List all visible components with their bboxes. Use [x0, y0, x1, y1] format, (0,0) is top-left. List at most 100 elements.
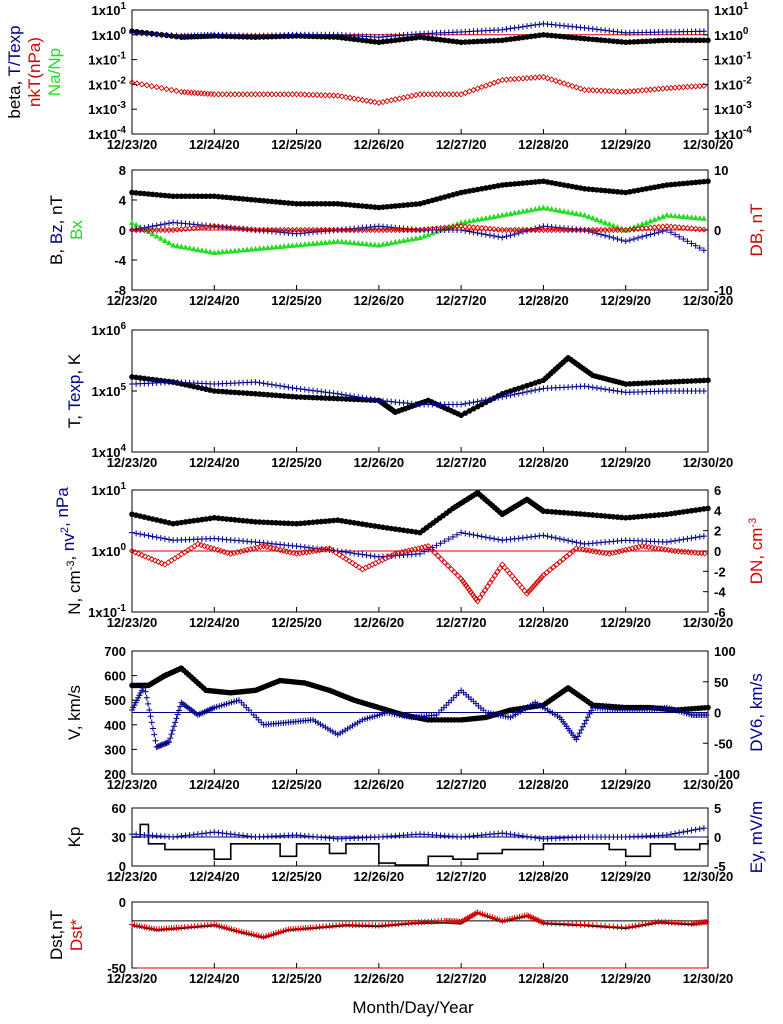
data-point — [252, 197, 259, 203]
data-point — [215, 249, 222, 255]
data-point — [330, 92, 337, 99]
data-point — [511, 831, 518, 838]
data-point — [318, 200, 325, 207]
right-tick-label: 0 — [714, 706, 721, 721]
data-point — [153, 84, 160, 91]
data-point — [129, 189, 135, 196]
data-point — [495, 394, 502, 401]
x-tick-label: 12/23/20 — [107, 455, 158, 470]
data-point — [332, 549, 340, 556]
data-point — [548, 206, 555, 212]
data-point — [466, 531, 473, 538]
y-tick-label: 0 — [119, 859, 126, 874]
data-point — [495, 226, 502, 233]
data-point — [318, 518, 325, 525]
data-point — [235, 247, 242, 253]
data-point — [326, 226, 333, 234]
data-point — [149, 191, 156, 198]
y-axis-label-2: nkT(nPa) — [25, 37, 44, 107]
data-point — [277, 382, 284, 389]
data-point — [532, 33, 538, 39]
data-point — [556, 226, 564, 234]
data-point — [195, 193, 201, 200]
data-point — [199, 516, 205, 523]
data-point — [627, 514, 633, 521]
data-point — [524, 179, 530, 186]
data-point — [263, 543, 271, 551]
data-point — [614, 236, 621, 242]
data-point — [383, 98, 391, 105]
data-point — [359, 394, 366, 401]
data-point — [371, 241, 378, 248]
data-point — [161, 226, 169, 234]
data-point — [618, 514, 625, 521]
data-point — [289, 226, 296, 234]
data-point — [223, 91, 230, 98]
data-point — [602, 37, 608, 44]
data-point — [347, 392, 354, 399]
y-axis-label-right: DN, cm-3 — [747, 518, 766, 584]
data-point — [388, 97, 395, 104]
data-point — [268, 91, 276, 98]
data-point — [486, 396, 493, 403]
data-point — [552, 509, 559, 515]
data-point — [639, 38, 645, 45]
data-point — [626, 923, 633, 930]
data-point — [519, 833, 526, 840]
data-point — [577, 211, 584, 217]
data-point — [388, 525, 395, 532]
data-point — [235, 91, 243, 98]
data-point — [260, 245, 267, 251]
data-point — [676, 537, 683, 544]
data-point — [668, 181, 674, 188]
data-point — [581, 86, 588, 94]
data-point — [173, 715, 180, 722]
data-point — [481, 587, 489, 594]
data-point — [149, 725, 156, 732]
data-point — [474, 532, 481, 539]
data-point — [610, 234, 617, 241]
data-point — [413, 34, 419, 41]
data-point — [363, 226, 370, 234]
data-point — [334, 92, 341, 99]
y-tick-label: 1x101 — [92, 481, 127, 498]
data-point — [692, 507, 699, 513]
data-point — [293, 242, 300, 248]
data-point — [128, 547, 136, 555]
data-point — [573, 226, 580, 234]
data-point — [589, 384, 596, 391]
data-point — [240, 547, 248, 554]
data-point — [584, 714, 591, 721]
data-point — [194, 246, 201, 252]
data-point — [553, 561, 560, 568]
data-point — [272, 226, 280, 234]
data-point — [540, 73, 547, 81]
data-point — [451, 569, 458, 576]
data-point — [618, 39, 625, 45]
right-tick-label: 1x10-2 — [714, 75, 752, 92]
x-tick-label: 12/30/20 — [683, 971, 734, 986]
data-point — [680, 224, 687, 231]
data-point — [339, 201, 345, 207]
data-point — [359, 203, 366, 209]
data-point — [437, 540, 444, 547]
y-axis-label: B, Bz, nT — [47, 195, 66, 265]
data-point — [470, 406, 477, 412]
data-point — [166, 220, 173, 227]
data-point — [503, 233, 510, 240]
data-point — [388, 203, 395, 210]
data-point — [486, 232, 493, 239]
data-point — [523, 590, 531, 597]
data-point — [227, 248, 234, 254]
data-point — [334, 517, 341, 523]
data-point — [272, 91, 280, 98]
data-point — [371, 226, 378, 234]
data-point — [503, 36, 510, 43]
data-point — [314, 388, 321, 395]
data-point — [367, 98, 374, 105]
data-point — [696, 179, 703, 185]
data-point — [412, 226, 420, 234]
data-point — [359, 96, 366, 104]
data-point — [556, 207, 563, 213]
